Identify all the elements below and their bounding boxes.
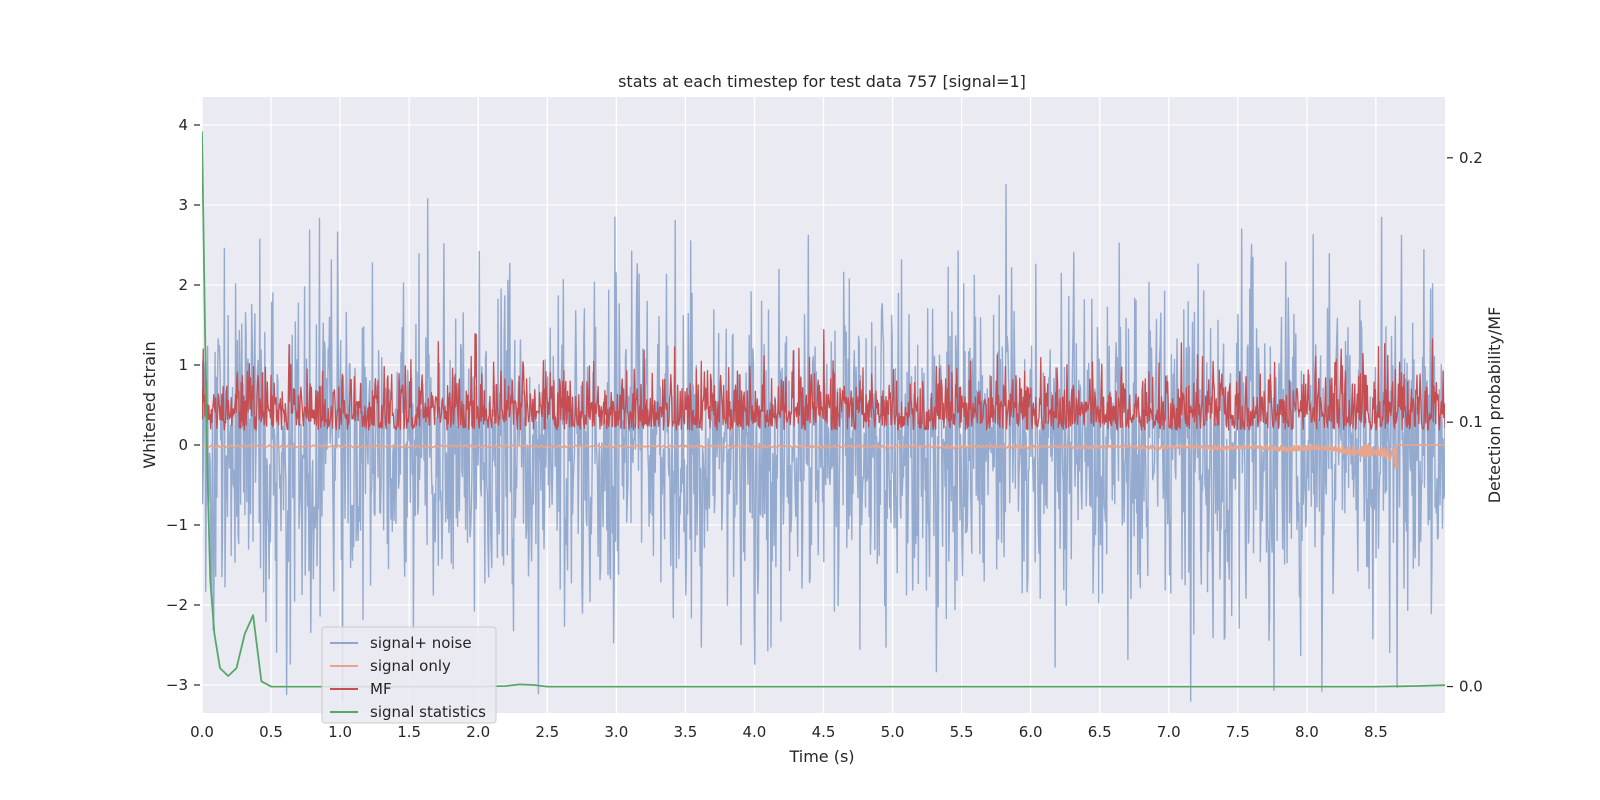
x-axis-label: Time (s): [788, 747, 854, 766]
y-left-tick-label: 4: [178, 116, 188, 134]
y-axis-left: 4 3 2 1 0 −1 −2 −3: [166, 116, 200, 694]
x-tick-label: 0.0: [190, 723, 214, 741]
series-line-mf: [202, 329, 1445, 431]
x-tick-label: 0.5: [259, 723, 283, 741]
legend-label: signal only: [370, 657, 451, 675]
x-tick-label: 8.5: [1364, 723, 1388, 741]
chart-title: stats at each timestep for test data 757…: [618, 72, 1026, 91]
x-tick-label: 2.5: [535, 723, 559, 741]
x-tick-label: 4.5: [812, 723, 836, 741]
legend-box: [321, 626, 497, 724]
y-left-tick-label: −3: [166, 676, 188, 694]
y-left-tick-label: −2: [166, 596, 188, 614]
x-tick-label: 7.5: [1226, 723, 1250, 741]
x-tick-label: 6.5: [1088, 723, 1112, 741]
y-left-tick-label: 0: [178, 436, 188, 454]
x-tick-label: 8.0: [1295, 723, 1319, 741]
x-tick-label: 6.0: [1019, 723, 1043, 741]
x-axis: 0.0 0.5 1.0 1.5 2.0 2.5 3.0 3.5 4.0 4.5 5.0 5.5 6.0 6…: [190, 723, 1388, 741]
y-left-tick-label: −1: [166, 516, 188, 534]
series-line-signal-only: [202, 444, 1445, 470]
x-tick-label: 3.5: [673, 723, 697, 741]
x-tick-label: 7.0: [1157, 723, 1181, 741]
x-tick-label: 4.0: [743, 723, 767, 741]
y-left-tick-label: 2: [178, 276, 188, 294]
y-left-tick-label: 1: [178, 356, 188, 374]
x-tick-label: 5.5: [950, 723, 974, 741]
x-tick-label: 5.0: [881, 723, 905, 741]
legend: signal+ noise signal only MF signal statist…: [321, 626, 497, 724]
x-tick-label: 1.5: [397, 723, 421, 741]
x-tick-label: 1.0: [328, 723, 352, 741]
x-tick-label: 2.0: [466, 723, 490, 741]
legend-label: signal+ noise: [370, 634, 472, 652]
y-axis-right-label: Detection probability/MF: [1485, 307, 1504, 504]
y-axis-left-label: Whitened strain: [140, 341, 159, 468]
x-tick-label: 3.0: [604, 723, 628, 741]
y-right-tick-label: 0.1: [1459, 413, 1483, 431]
y-axis-right: 0.2 0.1 0.0: [1447, 149, 1483, 696]
y-right-tick-label: 0.0: [1459, 678, 1483, 696]
y-right-tick-label: 0.2: [1459, 149, 1483, 167]
series-line-signal-noise: [202, 184, 1445, 702]
legend-label: MF: [370, 680, 392, 698]
legend-label: signal statistics: [370, 703, 486, 721]
y-left-tick-label: 3: [178, 196, 188, 214]
